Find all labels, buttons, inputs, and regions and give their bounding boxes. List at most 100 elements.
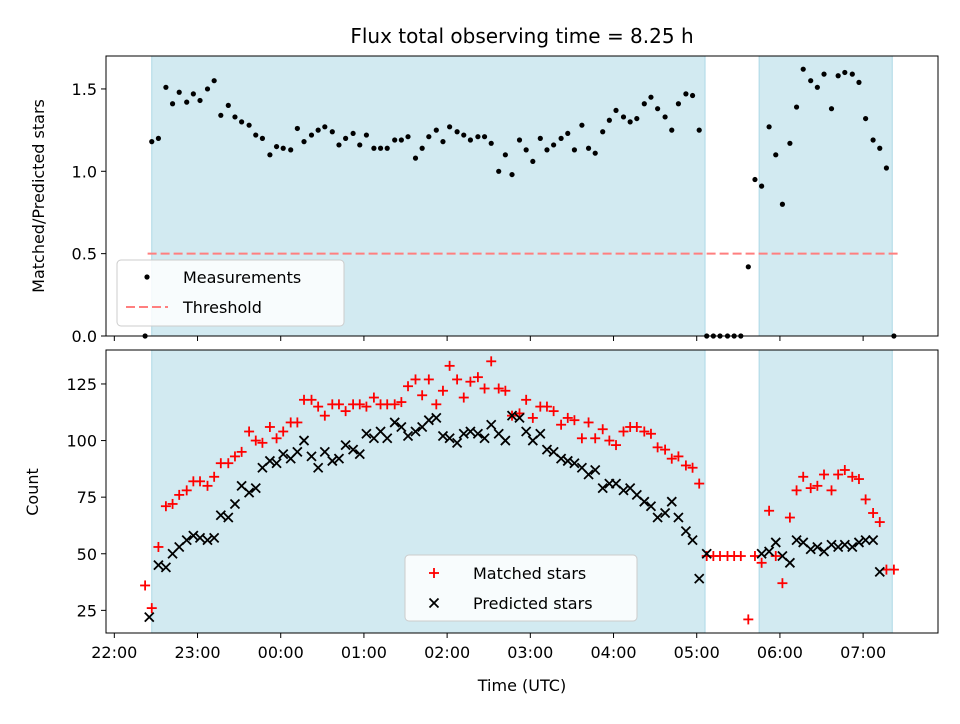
- matched-star-point: [847, 471, 858, 482]
- predicted-x-b: [431, 412, 442, 424]
- predicted-star-point: [639, 496, 650, 507]
- predicted-star-point: [423, 415, 434, 426]
- predicted-x-b: [327, 455, 338, 467]
- predicted-star-point: [763, 546, 775, 557]
- matched-star-point: [791, 485, 802, 496]
- measurement-point: [350, 130, 356, 137]
- predicted-star-point: [410, 426, 421, 437]
- matched-star-point: [368, 392, 379, 403]
- matched-star-point: [403, 381, 414, 392]
- predicted-star-point: [500, 435, 511, 446]
- measurement-point: [398, 137, 404, 143]
- predicted-star-point: [194, 532, 206, 544]
- measurement-point: [863, 115, 869, 122]
- measurement-point: [163, 84, 169, 90]
- predicted-star-point: [680, 525, 692, 537]
- measurement-point: [600, 129, 606, 135]
- x-tick-label: 06:00: [757, 643, 803, 662]
- matched-star-point: [541, 401, 552, 412]
- legend-predicted-label: Predicted stars: [473, 594, 593, 613]
- predicted-x-b: [236, 480, 247, 491]
- matched-star-point: [493, 383, 504, 394]
- measurement-point: [530, 158, 536, 165]
- measurement-point: [856, 79, 862, 85]
- measurement-point: [565, 130, 571, 137]
- measurement-point: [821, 71, 827, 77]
- predicted-star-point: [756, 548, 767, 559]
- measurement-point: [322, 124, 328, 130]
- predicted-x-b: [458, 428, 469, 439]
- matched-star-point: [735, 551, 746, 562]
- matched-star-point: [417, 390, 428, 401]
- measurement-point: [745, 264, 751, 270]
- matched-star-point: [479, 383, 490, 394]
- measurement-point: [793, 104, 800, 110]
- bottom-y-tick-label: 25: [77, 601, 97, 620]
- measurement-point: [190, 91, 196, 97]
- predicted-x-b: [181, 535, 192, 546]
- matched-star-point: [694, 478, 705, 489]
- predicted-star-point: [292, 446, 303, 458]
- measurement-point: [669, 127, 675, 133]
- matched-star-point: [452, 374, 463, 385]
- predicted-star-point: [694, 573, 705, 584]
- measurement-point: [155, 135, 162, 141]
- predicted-star-point: [181, 535, 192, 546]
- predicted-x-b: [839, 539, 850, 550]
- predicted-star-point: [160, 562, 172, 573]
- legend-measurements-marker: [144, 274, 150, 280]
- matched-star-point: [333, 399, 344, 410]
- measurement-point: [280, 145, 286, 151]
- predicted-x-b: [826, 539, 837, 550]
- predicted-x-b: [569, 458, 580, 469]
- predicted-star-point: [340, 439, 351, 451]
- predicted-star-point: [701, 548, 712, 559]
- matched-star-point: [354, 399, 365, 410]
- matched-star-point: [389, 399, 400, 410]
- predicted-x-b: [610, 478, 622, 489]
- predicted-star-point: [590, 464, 601, 476]
- predicted-star-point: [271, 458, 282, 469]
- matched-star-point: [798, 471, 809, 482]
- predicted-star-point: [867, 535, 879, 546]
- measurement-point: [176, 89, 182, 95]
- bottom-legend: Matched stars Predicted stars: [404, 554, 638, 622]
- measurement-point: [696, 127, 702, 133]
- measurement-point: [655, 106, 661, 112]
- matched-star-point: [181, 485, 192, 496]
- measurement-point: [828, 106, 835, 112]
- predicted-x-b: [340, 439, 351, 451]
- predicted-x-b: [194, 532, 206, 544]
- count-points: [140, 356, 899, 625]
- matched-star-point: [465, 376, 476, 387]
- measurement-point: [544, 147, 550, 153]
- predicted-star-point: [541, 444, 553, 455]
- bottom-y-tick-label: 100: [66, 432, 97, 451]
- measurement-point: [467, 137, 474, 143]
- predicted-x-b: [860, 535, 871, 546]
- measurement-point: [267, 152, 273, 158]
- matched-star-point: [590, 433, 601, 444]
- predicted-x-b: [687, 535, 698, 546]
- predicted-star-point: [839, 539, 850, 550]
- matched-star-point: [250, 435, 261, 446]
- predicted-x-b: [770, 537, 781, 548]
- predicted-star-point: [784, 557, 796, 568]
- predicted-star-point: [361, 428, 372, 439]
- bottom-panel: 25 50 75 100 125 22:00 23:00 00:00 01:00 02:00 03…: [23, 349, 939, 695]
- measurement-point: [779, 201, 786, 207]
- predicted-x-b: [202, 535, 213, 546]
- predicted-x-b: [188, 530, 199, 541]
- predicted-x-b: [805, 544, 816, 555]
- predicted-star-point: [569, 458, 580, 469]
- predicted-star-point: [209, 532, 220, 544]
- measurement-point: [384, 145, 390, 151]
- predicted-star-point: [431, 412, 442, 424]
- matched-star-point: [444, 360, 455, 371]
- matched-star-point: [611, 440, 622, 451]
- matched-star-point: [313, 401, 324, 412]
- measurement-point: [239, 119, 245, 125]
- predicted-star-point: [437, 430, 449, 442]
- predicted-x-b: [812, 541, 823, 553]
- predicted-star-point: [874, 566, 885, 578]
